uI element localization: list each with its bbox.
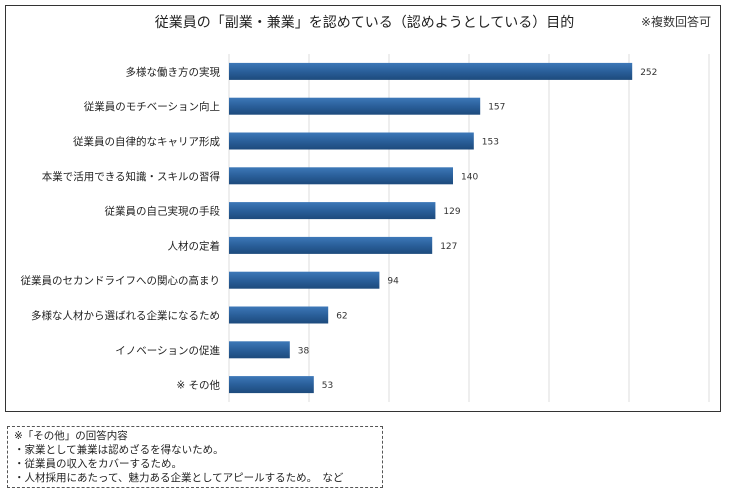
value-label: 127 xyxy=(440,242,457,252)
value-label: 252 xyxy=(640,68,657,78)
footnote-line: ・人材採用にあたって、魅力ある企業としてアピールするため。 など xyxy=(14,472,344,484)
value-label: 38 xyxy=(298,346,310,356)
bar xyxy=(229,376,314,394)
bar xyxy=(229,132,474,150)
category-label: イノベーションの促進 xyxy=(115,344,220,357)
footnote-heading: ※「その他」の回答内容 xyxy=(14,430,128,442)
footnote-line: ・家業として兼業は認めざるを得ないため。 xyxy=(14,444,224,456)
bar xyxy=(229,341,290,359)
bar-chart: 多様な働き方の実現 252 従業員のモチベーション向上 157 従業員の自律的なキャリア… xyxy=(21,54,710,402)
category-label: 本業で活用できる知識・スキルの習得 xyxy=(42,170,220,183)
bar xyxy=(229,62,633,80)
chart-frame xyxy=(5,5,721,412)
value-label: 129 xyxy=(443,207,460,217)
category-label: 多様な働き方の実現 xyxy=(126,65,221,78)
value-label: 157 xyxy=(488,103,505,113)
bar xyxy=(229,306,329,324)
category-label: 従業員のセカンドライフへの関心の高まり xyxy=(21,274,221,287)
value-label: 53 xyxy=(322,381,333,391)
category-label: 従業員の自律的なキャリア形成 xyxy=(73,135,220,148)
category-label: 従業員の自己実現の手段 xyxy=(105,205,221,218)
value-label: 153 xyxy=(482,138,499,148)
footnote-box: ※「その他」の回答内容 ・家業として兼業は認めざるを得ないため。 ・従業員の収入… xyxy=(7,426,383,488)
category-label: ※ その他 xyxy=(176,379,220,392)
category-label: 人材の定着 xyxy=(168,239,221,252)
bar xyxy=(229,271,380,289)
value-label: 140 xyxy=(461,172,478,182)
value-label: 62 xyxy=(336,312,347,322)
bar xyxy=(229,202,436,220)
chart-title: 従業員の「副業・兼業」を認めている（認めようとしている）目的 xyxy=(154,15,575,31)
multiple-answer-note: ※複数回答可 xyxy=(640,15,711,29)
bar xyxy=(229,167,453,185)
bar xyxy=(229,97,481,115)
footnote-line: ・従業員の収入をカバーするため。 xyxy=(14,458,182,470)
category-label: 多様な人材から選ばれる企業になるため xyxy=(31,309,220,322)
value-label: 94 xyxy=(387,277,399,287)
category-label: 従業員のモチベーション向上 xyxy=(84,100,220,113)
bar xyxy=(229,236,433,254)
